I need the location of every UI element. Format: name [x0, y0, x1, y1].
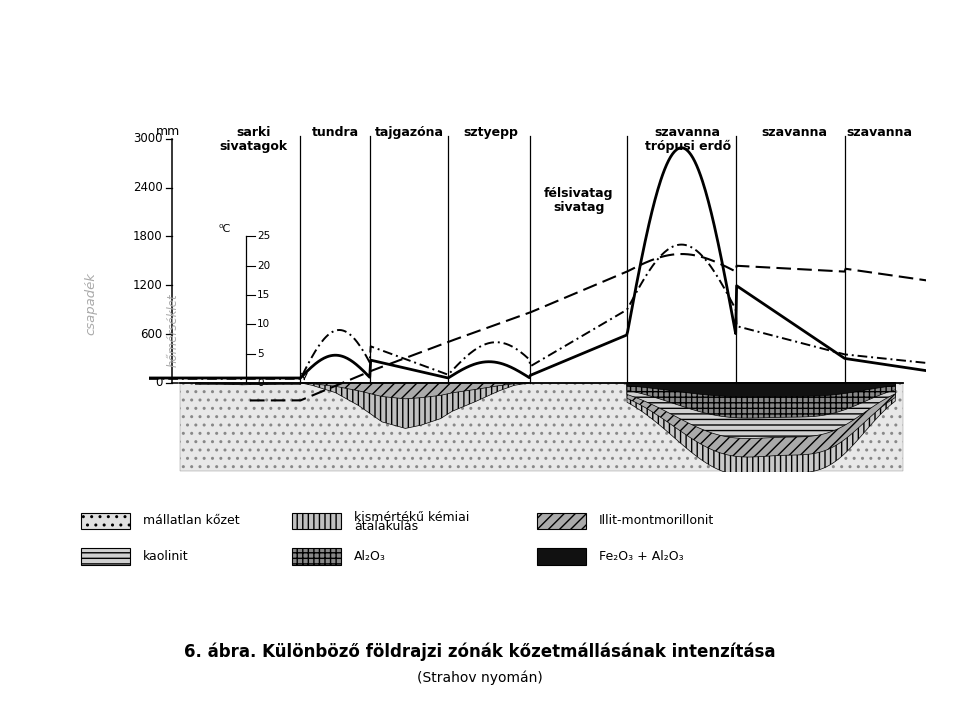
- Text: átalakulás: átalakulás: [354, 520, 418, 533]
- Text: Al₂O₃: Al₂O₃: [354, 550, 386, 563]
- Bar: [81, 513, 130, 529]
- Polygon shape: [196, 383, 300, 385]
- Polygon shape: [300, 383, 530, 429]
- Text: mm: mm: [156, 125, 180, 137]
- Text: Illit-montmorillonit: Illit-montmorillonit: [599, 514, 714, 527]
- Text: szavanna: szavanna: [761, 125, 828, 139]
- Polygon shape: [180, 383, 903, 470]
- Bar: [538, 548, 587, 565]
- Text: félsivatag: félsivatag: [544, 187, 613, 200]
- Text: tundra: tundra: [312, 125, 359, 139]
- Text: (Strahov nyomán): (Strahov nyomán): [418, 671, 542, 685]
- Text: szavanna: szavanna: [655, 125, 721, 139]
- Text: 15: 15: [257, 290, 270, 300]
- Text: 20: 20: [257, 261, 270, 271]
- Text: 600: 600: [140, 328, 163, 341]
- Text: 3000: 3000: [133, 133, 163, 145]
- Text: Fe₂O₃ + Al₂O₃: Fe₂O₃ + Al₂O₃: [599, 550, 684, 563]
- Text: sztyepp: sztyepp: [464, 125, 518, 139]
- Text: 25: 25: [257, 231, 270, 241]
- Text: csapadék: csapadék: [84, 271, 98, 335]
- Polygon shape: [627, 383, 896, 476]
- Bar: [81, 548, 130, 565]
- Text: kaolinit: kaolinit: [143, 550, 188, 563]
- Text: ⁰C: ⁰C: [218, 223, 230, 233]
- Text: hőmérséklet: hőmérséklet: [166, 293, 180, 367]
- Text: mállatlan kőzet: mállatlan kőzet: [143, 514, 239, 527]
- Text: 0: 0: [156, 376, 163, 389]
- Text: sivatag: sivatag: [553, 202, 605, 214]
- Polygon shape: [627, 383, 896, 418]
- Bar: [292, 548, 341, 565]
- Text: kismértékű kémiai: kismértékű kémiai: [354, 511, 469, 525]
- Polygon shape: [627, 383, 896, 439]
- Polygon shape: [627, 383, 896, 457]
- Text: szavanna: szavanna: [847, 125, 913, 139]
- Text: 1800: 1800: [133, 230, 163, 243]
- Text: 6. ábra. Különböző földrajzi zónák kőzetmállásának intenzítása: 6. ábra. Különböző földrajzi zónák kőzet…: [184, 643, 776, 661]
- Polygon shape: [300, 383, 530, 399]
- Bar: [538, 513, 587, 529]
- Polygon shape: [627, 383, 896, 397]
- Text: tajgazóna: tajgazóna: [374, 125, 444, 139]
- Text: 0: 0: [257, 378, 263, 388]
- Text: 10: 10: [257, 319, 270, 329]
- Text: trópusi erdő: trópusi erdő: [644, 140, 731, 154]
- Text: 5: 5: [257, 348, 263, 359]
- Bar: [292, 513, 341, 529]
- Text: sarki: sarki: [236, 125, 271, 139]
- Text: sivatagok: sivatagok: [220, 140, 288, 154]
- Text: 1200: 1200: [133, 278, 163, 292]
- Text: 2400: 2400: [133, 181, 163, 194]
